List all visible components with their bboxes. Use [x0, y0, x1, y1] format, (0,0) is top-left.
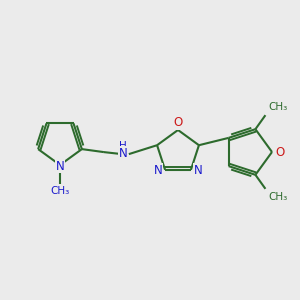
Text: H: H — [119, 141, 127, 151]
Text: N: N — [194, 164, 202, 177]
Text: O: O — [275, 146, 285, 158]
Text: CH₃: CH₃ — [268, 102, 288, 112]
Text: CH₃: CH₃ — [268, 192, 288, 202]
Text: N: N — [154, 164, 162, 177]
Text: O: O — [173, 116, 183, 130]
Text: N: N — [118, 147, 127, 160]
Text: CH₃: CH₃ — [50, 186, 70, 196]
Text: N: N — [56, 160, 64, 172]
